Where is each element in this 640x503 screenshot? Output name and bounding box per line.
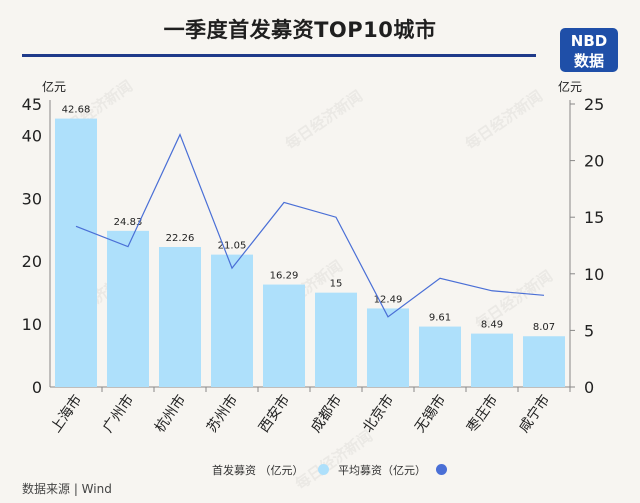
category-label: 无锡市 xyxy=(411,392,449,436)
bar-value-label: 12.49 xyxy=(374,294,403,305)
bar xyxy=(419,326,461,387)
bar-value-label: 42.68 xyxy=(62,105,91,116)
right-tick-label: 0 xyxy=(584,378,594,397)
category-label: 咸宁市 xyxy=(515,392,553,436)
legend-line-label: 平均募资（亿元） xyxy=(338,464,426,477)
bar-value-label: 24.83 xyxy=(114,217,143,228)
watermark-text: 每日经济新闻 xyxy=(292,427,376,493)
data-source: 数据来源 | Wind xyxy=(22,482,112,496)
category-label: 苏州市 xyxy=(203,392,241,436)
bar-value-label: 21.05 xyxy=(218,241,247,252)
watermark-text: 每日经济新闻 xyxy=(462,87,546,153)
title-underline xyxy=(22,54,536,57)
legend-line-swatch xyxy=(436,464,447,475)
category-label: 枣庄市 xyxy=(463,392,501,436)
logo-text-data: 数据 xyxy=(573,52,604,70)
chart-title: 一季度首发募资TOP10城市 xyxy=(163,18,437,42)
bar-value-label: 9.61 xyxy=(429,313,451,324)
category-label: 成都市 xyxy=(307,392,345,436)
bar xyxy=(367,308,409,387)
left-tick-label: 10 xyxy=(22,315,42,334)
bar-value-label: 16.29 xyxy=(270,271,299,282)
left-tick-label: 20 xyxy=(22,252,42,271)
category-label: 广州市 xyxy=(99,392,137,436)
bar-value-label: 8.49 xyxy=(481,320,503,331)
nbd-logo: NBD 数据 xyxy=(560,28,618,72)
category-label: 西安市 xyxy=(255,392,293,436)
bar xyxy=(263,284,305,387)
category-label: 上海市 xyxy=(47,392,85,436)
legend-bar-swatch xyxy=(318,464,329,475)
left-tick-label: 40 xyxy=(22,126,42,145)
logo-text-nbd: NBD xyxy=(570,32,608,50)
left-tick-label: 45 xyxy=(22,95,42,114)
bar xyxy=(55,118,97,388)
left-axis-unit: 亿元 xyxy=(42,80,67,94)
left-tick-label: 0 xyxy=(32,378,42,397)
right-tick-label: 15 xyxy=(584,208,604,227)
left-tick-label: 30 xyxy=(22,189,42,208)
bar xyxy=(523,336,565,387)
right-tick-label: 5 xyxy=(584,321,594,340)
right-tick-label: 25 xyxy=(584,95,604,114)
watermark-text: 每日经济新闻 xyxy=(282,87,366,153)
bar xyxy=(159,247,201,387)
category-label: 杭州市 xyxy=(151,392,189,436)
bar xyxy=(211,254,253,387)
right-axis-unit: 亿元 xyxy=(558,80,583,94)
right-tick-label: 20 xyxy=(584,152,604,171)
bar xyxy=(315,292,357,387)
bar xyxy=(471,333,513,387)
bar-value-label: 15 xyxy=(330,279,343,290)
right-tick-label: 10 xyxy=(584,265,604,284)
average-line xyxy=(75,133,545,318)
bar-value-label: 22.26 xyxy=(166,233,195,244)
legend-bar-label: 首发募资 （亿元） xyxy=(212,464,304,477)
bar xyxy=(107,230,149,387)
category-label: 北京市 xyxy=(359,392,397,436)
bar-value-label: 8.07 xyxy=(533,322,555,333)
